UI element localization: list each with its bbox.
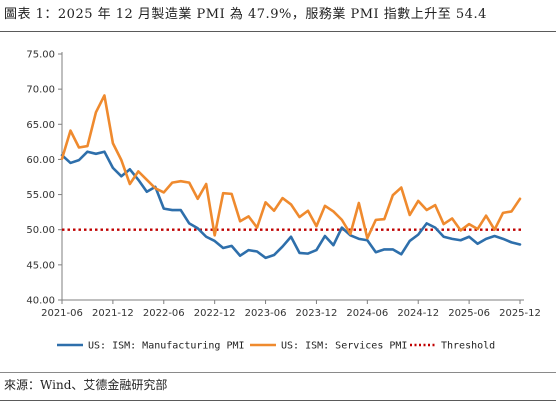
x-tick-label: 2025-06 (448, 308, 490, 319)
chart-title: 圖表 1：2025 年 12 月製造業 PMI 為 47.9%，服務業 PMI … (4, 7, 487, 22)
title-divider (0, 31, 556, 32)
legend: US: ISM: Manufacturing PMI US: ISM: Servi… (57, 341, 495, 352)
x-tick-label: 2022-06 (143, 308, 185, 319)
y-tick-label: 75.00 (26, 50, 55, 61)
source-note: 來源：Wind、艾德金融研究部 (4, 378, 168, 392)
y-tick-label: 50.00 (26, 225, 55, 236)
legend-threshold-label: Threshold (441, 341, 495, 352)
source-divider (0, 372, 556, 373)
services-pmi-line (60, 94, 522, 240)
axes: 40.00 45.00 50.00 55.00 60.00 65.00 70.00 75.00… (26, 50, 541, 320)
y-tick-label: 65.00 (26, 120, 55, 131)
manufacturing-pmi-line (60, 150, 522, 260)
y-tick-label: 55.00 (26, 190, 55, 201)
bottom-divider (0, 400, 556, 401)
y-tick-label: 40.00 (26, 296, 55, 307)
y-tick-label: 60.00 (26, 155, 55, 166)
legend-manufacturing-label: US: ISM: Manufacturing PMI (88, 341, 245, 352)
x-tick-label: 2022-12 (194, 308, 236, 319)
y-tick-label: 70.00 (26, 85, 55, 96)
x-tick-label: 2024-06 (346, 308, 388, 319)
y-tick-label: 45.00 (26, 260, 55, 271)
legend-services-label: US: ISM: Services PMI (281, 341, 407, 352)
x-tick-label: 2021-06 (41, 308, 83, 319)
x-tick-label: 2021-12 (92, 308, 134, 319)
x-tick-label: 2023-12 (296, 308, 338, 319)
series-layer (60, 94, 522, 260)
x-tick-label: 2023-06 (245, 308, 287, 319)
x-tick-label: 2025-12 (499, 308, 541, 319)
x-tick-label: 2024-12 (397, 308, 439, 319)
chart: 40.00 45.00 50.00 55.00 60.00 65.00 70.00 75.00… (26, 50, 541, 352)
